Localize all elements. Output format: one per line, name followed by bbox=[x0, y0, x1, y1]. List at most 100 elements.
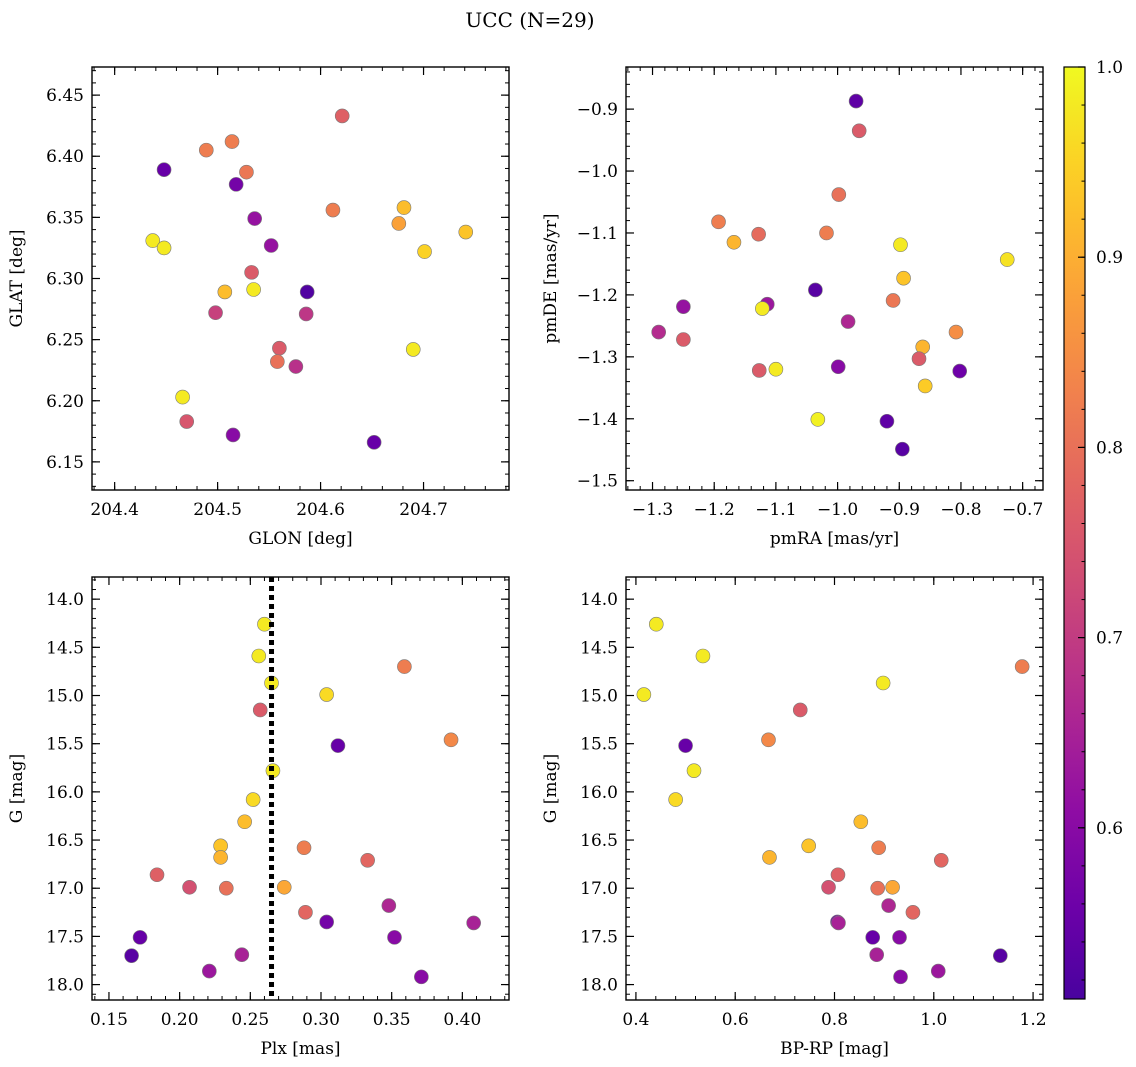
data-point bbox=[893, 969, 908, 985]
data-point bbox=[330, 738, 346, 753]
data-point bbox=[202, 963, 217, 979]
data-point bbox=[831, 915, 846, 931]
x-tick-label: 204.4 bbox=[90, 500, 139, 520]
data-point bbox=[276, 879, 292, 895]
x-axis-label: BP-RP [mag] bbox=[780, 1039, 889, 1059]
data-point bbox=[397, 659, 412, 674]
data-point bbox=[711, 214, 726, 230]
plot-frame bbox=[91, 66, 510, 491]
colorbar-tick-label: 0.7 bbox=[1096, 629, 1123, 649]
data-point bbox=[466, 915, 481, 931]
data-point bbox=[893, 237, 908, 253]
x-tick-label: 0.15 bbox=[90, 1010, 128, 1030]
data-point bbox=[245, 792, 261, 807]
x-tick-label: 204.5 bbox=[193, 500, 242, 520]
data-point bbox=[762, 850, 777, 865]
colorbar-tick-label: 0.9 bbox=[1096, 248, 1123, 268]
data-point bbox=[678, 738, 693, 753]
data-point bbox=[830, 359, 846, 375]
data-point bbox=[405, 342, 421, 357]
data-point bbox=[895, 441, 910, 457]
data-point bbox=[381, 898, 397, 913]
y-tick-label: 6.35 bbox=[46, 208, 84, 228]
data-point bbox=[288, 359, 304, 374]
data-point bbox=[208, 305, 223, 321]
data-point bbox=[875, 675, 891, 691]
data-point bbox=[905, 905, 921, 920]
y-tick-label: 6.15 bbox=[46, 453, 84, 473]
data-point bbox=[182, 879, 197, 895]
data-point bbox=[225, 427, 241, 443]
panel-4: 0.4 0.6 0.8 1.0 1.2 14.0 14.5 15.0 15.5 16.0 16.5 1… bbox=[541, 576, 1047, 1059]
y-tick-label: 14.0 bbox=[46, 590, 84, 610]
data-point bbox=[792, 702, 808, 718]
data-point bbox=[298, 306, 314, 322]
data-point bbox=[808, 282, 823, 298]
data-point bbox=[414, 969, 429, 985]
data-point bbox=[387, 930, 402, 945]
data-point bbox=[668, 792, 683, 807]
data-point bbox=[933, 852, 949, 868]
y-tick-label: 6.25 bbox=[46, 331, 84, 351]
data-point bbox=[272, 340, 287, 356]
data-point bbox=[948, 324, 964, 340]
data-point bbox=[417, 244, 432, 259]
data-point bbox=[458, 224, 474, 240]
data-point bbox=[831, 187, 847, 202]
x-tick-label: −1.0 bbox=[817, 500, 858, 520]
x-axis-label: pmRA [mas/yr] bbox=[770, 529, 899, 549]
data-point bbox=[999, 252, 1015, 267]
x-tick-label: 1.0 bbox=[920, 1010, 947, 1030]
data-point bbox=[801, 838, 816, 854]
panel-1: 204.4 204.5 204.6 204.7 6.15 6.20 6.25 6.30 6.35… bbox=[7, 66, 510, 549]
data-point bbox=[751, 226, 766, 242]
figure-title: UCC (N=29) bbox=[465, 8, 594, 32]
y-tick-label: −1.4 bbox=[577, 410, 618, 430]
data-point bbox=[761, 732, 776, 748]
data-point bbox=[726, 234, 742, 250]
y-axis-label: G [mag] bbox=[7, 754, 27, 823]
y-tick-label: −1.3 bbox=[577, 348, 618, 368]
data-point bbox=[247, 211, 262, 226]
data-point bbox=[892, 930, 907, 945]
x-tick-label: −0.8 bbox=[940, 500, 981, 520]
data-point bbox=[213, 850, 228, 865]
plot-frame bbox=[91, 576, 510, 1001]
x-tick-label: 204.7 bbox=[399, 500, 448, 520]
data-point bbox=[145, 233, 161, 248]
y-tick-label: 18.0 bbox=[46, 976, 84, 996]
x-tick-label: −0.7 bbox=[1002, 500, 1043, 520]
data-point bbox=[810, 412, 826, 427]
x-tick-label: 0.4 bbox=[622, 1010, 649, 1030]
data-point bbox=[676, 299, 691, 314]
x-tick-label: 1.2 bbox=[1020, 1010, 1047, 1030]
x-tick-label: 0.40 bbox=[443, 1010, 481, 1030]
x-tick-label: 204.6 bbox=[296, 500, 345, 520]
y-axis-label: GLAT [deg] bbox=[7, 229, 27, 327]
y-tick-label: 18.0 bbox=[580, 976, 618, 996]
x-tick-label: −1.3 bbox=[632, 500, 673, 520]
data-point bbox=[366, 435, 382, 450]
y-tick-label: 17.0 bbox=[580, 879, 618, 899]
data-point bbox=[217, 284, 233, 300]
data-point bbox=[156, 240, 172, 256]
y-tick-label: 16.0 bbox=[46, 783, 84, 803]
data-point bbox=[993, 948, 1008, 963]
data-point bbox=[686, 763, 702, 778]
data-point bbox=[263, 238, 279, 253]
y-tick-label: 14.0 bbox=[580, 590, 618, 610]
y-tick-label: 15.5 bbox=[46, 735, 84, 755]
data-point bbox=[830, 867, 846, 883]
y-tick-label: 16.5 bbox=[46, 831, 84, 851]
plot-frame bbox=[625, 576, 1044, 1001]
data-point bbox=[239, 164, 254, 180]
data-point bbox=[237, 814, 252, 830]
data-point bbox=[917, 378, 933, 394]
colorbar-tick-label: 1.0 bbox=[1096, 58, 1123, 78]
data-point bbox=[244, 265, 259, 280]
data-point bbox=[695, 648, 711, 664]
data-point bbox=[851, 123, 867, 139]
y-tick-label: 6.20 bbox=[46, 392, 84, 412]
data-point bbox=[755, 301, 770, 316]
data-point bbox=[848, 93, 864, 109]
